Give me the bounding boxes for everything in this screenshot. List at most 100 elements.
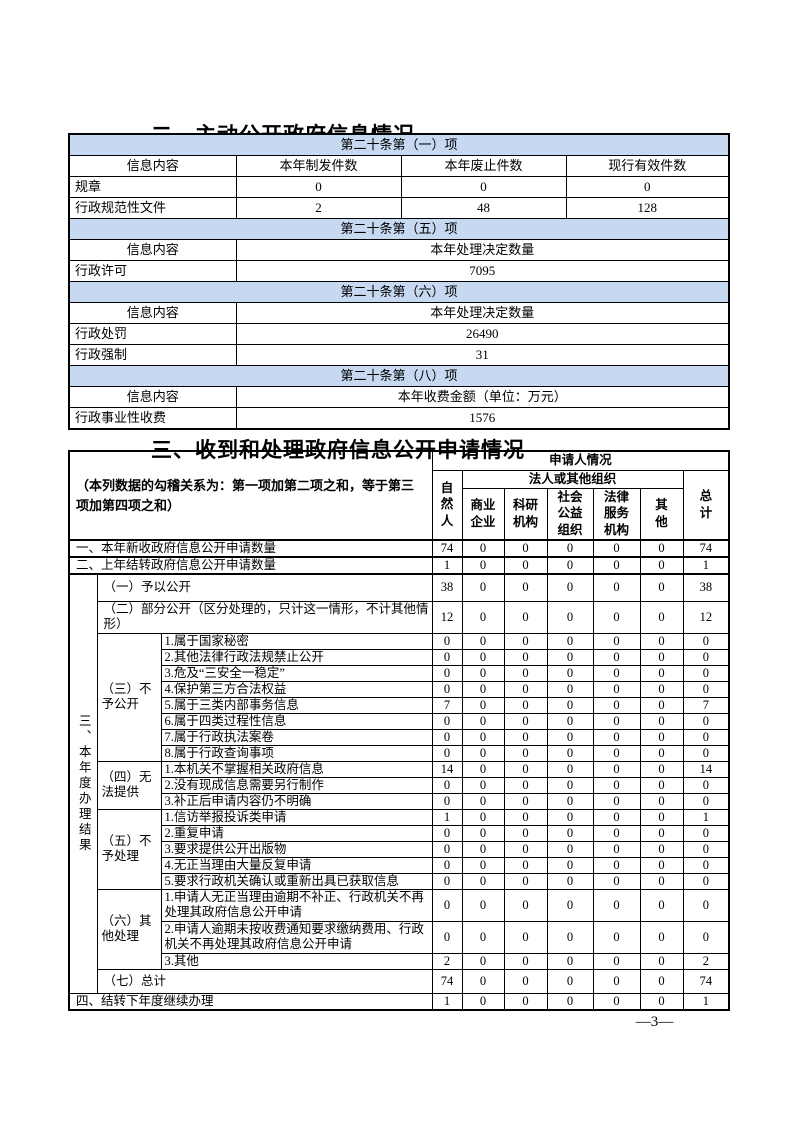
data-cell: 0 [592, 632, 641, 650]
data-cell: 0 [639, 648, 684, 666]
data-cell: 0 [431, 776, 463, 794]
band-article20-item5: 第二十条第（五）项 [68, 218, 730, 240]
column-header: 信息内容 [68, 155, 237, 177]
data-cell: 0 [503, 728, 548, 746]
data-cell: 0 [639, 840, 684, 858]
data-cell: 1576 [235, 407, 730, 430]
data-cell: 1 [682, 992, 730, 1011]
reconciliation-note: （本列数据的勾稽关系为：第一项加第二项之和，等于第三项加第四项之和） [68, 450, 433, 541]
table-row: 2.申请人逾期未按收费通知要求缴纳费用、行政机关不再处理其政府信息公开申请 0 0… [69, 920, 730, 954]
data-cell: 0 [639, 872, 684, 890]
table-row: 行政规范性文件 2 48 128 [68, 197, 730, 219]
data-cell: 0 [682, 872, 730, 890]
data-cell: 0 [503, 556, 548, 575]
row-label: 行政强制 [68, 344, 237, 366]
data-cell: 0 [592, 840, 641, 858]
data-cell: 0 [503, 856, 548, 874]
group-label-not-disclosed: （三）不予公开 [96, 632, 162, 762]
row-label: 2.重复申请 [160, 824, 433, 842]
data-cell: 0 [503, 872, 548, 890]
data-cell: 0 [682, 776, 730, 794]
column-header-label: 法律服务机构 [604, 489, 630, 538]
data-cell: 0 [546, 539, 594, 558]
data-cell: 0 [503, 808, 548, 826]
column-header: 信息内容 [68, 302, 237, 324]
column-header: 本年废止件数 [400, 155, 567, 177]
data-cell: 0 [546, 600, 594, 634]
data-cell: 0 [639, 776, 684, 794]
column-header-label: 科研机构 [513, 497, 539, 529]
data-cell: 0 [503, 760, 548, 778]
row-label: 一、本年新收政府信息公开申请数量 [68, 539, 433, 558]
data-cell: 0 [682, 680, 730, 698]
table-row: （六）其他处理 1.申请人无正当理由逾期不补正、行政机关不再处理其政府信息公开申… [69, 888, 730, 970]
data-cell: 0 [431, 680, 463, 698]
table-row: 行政许可 7095 [68, 260, 730, 282]
table-row: 信息内容 本年处理决定数量 [68, 239, 730, 261]
data-cell: 0 [546, 573, 594, 602]
column-header-commercial: 商业企业 [461, 487, 505, 541]
data-cell: 0 [592, 664, 641, 682]
data-cell: 0 [503, 968, 548, 994]
table-row: 第二十条第（五）项 [68, 218, 730, 240]
data-cell: 0 [461, 744, 505, 762]
row-label: 8.属于行政查询事项 [160, 744, 433, 762]
data-cell: 0 [503, 712, 548, 730]
row-label: 2.其他法律行政法规禁止公开 [160, 648, 433, 666]
data-cell: 0 [235, 176, 402, 198]
data-cell: 0 [431, 840, 463, 858]
data-cell: 0 [592, 824, 641, 842]
table-row: （本列数据的勾稽关系为：第一项加第二项之和，等于第三项加第四项之和） 申请人情况 [68, 450, 730, 541]
data-cell: 0 [431, 856, 463, 874]
data-cell: 0 [639, 632, 684, 650]
column-header-label: 社会公益组织 [557, 489, 583, 538]
table-row: （四）无法提供 1.本机关不掌握相关政府信息 14 0 0 0 0 0 14 [69, 760, 730, 810]
data-cell: 0 [592, 920, 641, 954]
data-cell: 0 [461, 664, 505, 682]
data-cell: 0 [461, 920, 505, 954]
column-header-legal-service: 法律服务机构 [592, 487, 641, 541]
data-cell: 0 [639, 952, 684, 970]
data-cell: 0 [682, 648, 730, 666]
data-cell: 0 [592, 856, 641, 874]
data-cell: 0 [503, 792, 548, 810]
row-label: 四、结转下年度继续办理 [68, 992, 433, 1011]
data-cell: 0 [546, 712, 594, 730]
data-cell: 0 [592, 712, 641, 730]
table-row: 第二十条第（一）项 [68, 133, 730, 156]
data-cell: 0 [592, 680, 641, 698]
data-cell: 0 [503, 744, 548, 762]
table-row: （二）部分公开（区分处理的，只计这一情形，不计其他情形） 12 0 0 0 0 0 12 [69, 600, 730, 634]
data-cell: 0 [639, 712, 684, 730]
row-label: 行政规范性文件 [68, 197, 237, 219]
data-cell: 0 [503, 648, 548, 666]
column-header-natural-person: 自然人 [431, 469, 463, 541]
data-cell: 0 [461, 856, 505, 874]
data-cell: 0 [682, 888, 730, 922]
data-cell: 0 [503, 696, 548, 714]
data-cell: 0 [639, 760, 684, 778]
data-cell: 12 [431, 600, 463, 634]
row-label: 2.申请人逾期未按收费通知要求缴纳费用、行政机关不再处理其政府信息公开申请 [160, 920, 433, 954]
data-cell: 0 [546, 648, 594, 666]
row-label: 1.信访举报投诉类申请 [160, 808, 433, 826]
proactive-disclosure-table: 第二十条第（一）项 信息内容 本年制发件数 本年废止件数 现行有效件数 规章 0… [68, 133, 731, 430]
table-row: 商业企业 科研机构 社会公益组织 法律服务机构 其他 [69, 487, 729, 541]
data-cell: 0 [503, 888, 548, 922]
data-cell: 0 [546, 632, 594, 650]
row-label: 行政事业性收费 [68, 407, 237, 430]
data-cell: 0 [461, 728, 505, 746]
data-cell: 0 [461, 760, 505, 778]
data-cell: 0 [461, 808, 505, 826]
table-row: 规章 0 0 0 [68, 176, 730, 198]
data-cell: 0 [461, 600, 505, 634]
data-cell: 0 [592, 968, 641, 994]
data-cell: 7095 [235, 260, 730, 282]
data-cell: 0 [546, 824, 594, 842]
